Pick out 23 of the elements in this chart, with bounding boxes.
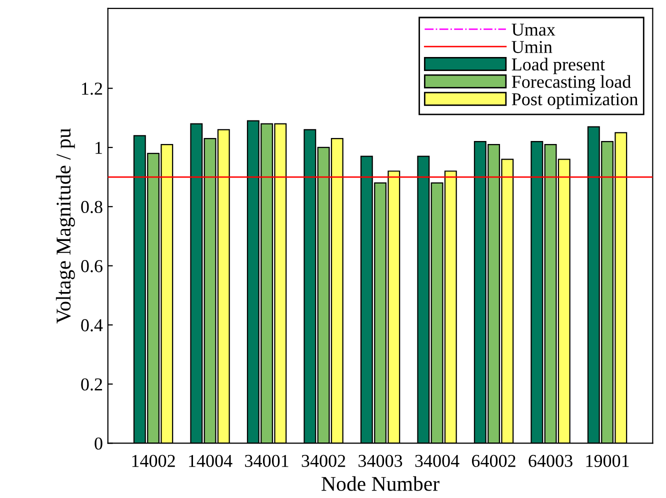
text: Umax [512, 24, 556, 36]
y-tick-label: 1 [96, 142, 102, 154]
x-tick-label: 34003 [358, 454, 402, 468]
legend-label: Umin [512, 40, 552, 54]
x-tick-label: 14004 [189, 454, 232, 468]
x-tick-label: 19001 [586, 454, 629, 468]
x-tick-label: 34004 [415, 454, 460, 468]
x-tick-label: 64002 [472, 454, 516, 468]
y-tick-label: 0.4 [81, 319, 103, 332]
x-tick-label: 14002 [132, 454, 175, 468]
x-tick-label: 34002 [302, 454, 346, 468]
y-axis-title: Voltage Magnitude / pu [56, 128, 75, 324]
x-tick-label: 34001 [245, 454, 288, 468]
y-tick-label: 1.2 [82, 82, 102, 95]
y-tick-label: 0.6 [81, 260, 102, 272]
legend-label: Post optimization [512, 93, 638, 109]
x-axis-title: Node Number [322, 476, 440, 491]
x-tick-label: 64003 [528, 454, 572, 468]
y-tick-label: 0.2 [81, 378, 102, 391]
legend-label: Load present [512, 58, 605, 74]
y-tick-label: 0 [94, 437, 102, 450]
legend-label: Forecasting load [512, 75, 631, 92]
y-tick-label: 0.8 [81, 200, 102, 214]
